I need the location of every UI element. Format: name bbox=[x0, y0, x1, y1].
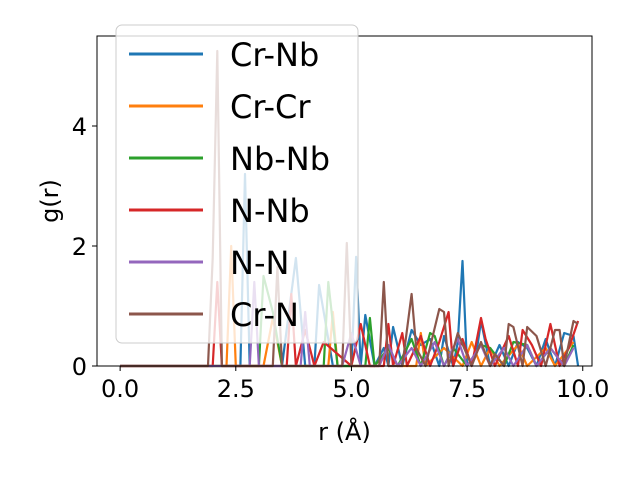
y-axis-label: g(r) bbox=[36, 179, 64, 223]
legend-label-2: Nb-Nb bbox=[230, 140, 330, 178]
y-tick-label: 4 bbox=[72, 113, 87, 141]
x-tick-label: 10.0 bbox=[556, 375, 609, 403]
y-tick-label: 2 bbox=[72, 233, 87, 261]
y-tick-label: 0 bbox=[72, 353, 87, 381]
x-tick-label: 7.5 bbox=[448, 375, 486, 403]
x-tick-label: 0.0 bbox=[101, 375, 139, 403]
x-tick-label: 2.5 bbox=[217, 375, 255, 403]
legend: Cr-Nb Cr-Cr Nb-Nb N-Nb N-N Cr-N bbox=[115, 24, 359, 344]
legend-label-1: Cr-Cr bbox=[230, 88, 311, 126]
legend-label-5: Cr-N bbox=[230, 296, 299, 334]
y-axis: 0 2 4 bbox=[72, 113, 97, 381]
x-axis-label: r (Å) bbox=[318, 417, 371, 446]
legend-label-3: N-Nb bbox=[230, 192, 310, 230]
x-tick-label: 5.0 bbox=[332, 375, 370, 403]
legend-label-0: Cr-Nb bbox=[230, 36, 319, 74]
x-axis: 0.0 2.5 5.0 7.5 10.0 bbox=[101, 366, 609, 403]
legend-label-4: N-N bbox=[230, 244, 289, 282]
